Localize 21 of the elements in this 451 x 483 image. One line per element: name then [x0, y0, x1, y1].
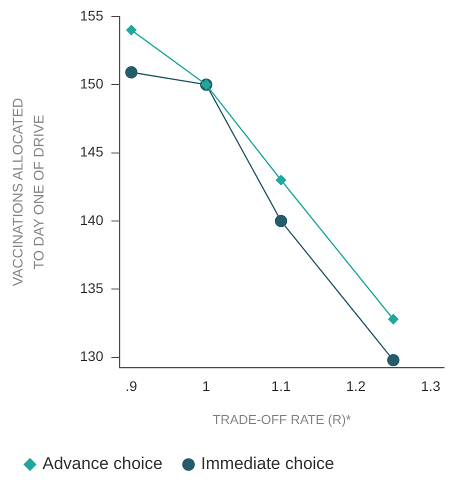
- y-tick-label: 145: [80, 144, 104, 160]
- x-tick-label: 1: [202, 378, 210, 394]
- point: [387, 354, 400, 366]
- y-tick-label: 155: [80, 7, 104, 24]
- x-axis-title: TRADE-OFF RATE (R)*: [212, 412, 351, 427]
- y-tick-label: 130: [80, 348, 104, 364]
- y-tick-label: 135: [80, 280, 104, 296]
- x-tick-label: 1.3: [420, 378, 441, 394]
- y-tick-label: 150: [80, 75, 104, 92]
- point: [125, 66, 138, 78]
- legend-label: Advance choice: [42, 454, 163, 474]
- point: [388, 314, 398, 324]
- point: [276, 174, 286, 186]
- x-tick-label: .9: [125, 378, 138, 394]
- point: [126, 24, 136, 36]
- y-tick-label: 140: [80, 212, 104, 228]
- legend-label: Immediate choice: [201, 454, 334, 474]
- point: [274, 214, 288, 228]
- x-tick-label: 1.2: [346, 378, 366, 394]
- y-axis-title: VACCINATIONS ALLOCATED TO DAY ONE OF DRIVE: [9, 98, 46, 286]
- x-tick-label: 1.1: [271, 378, 291, 394]
